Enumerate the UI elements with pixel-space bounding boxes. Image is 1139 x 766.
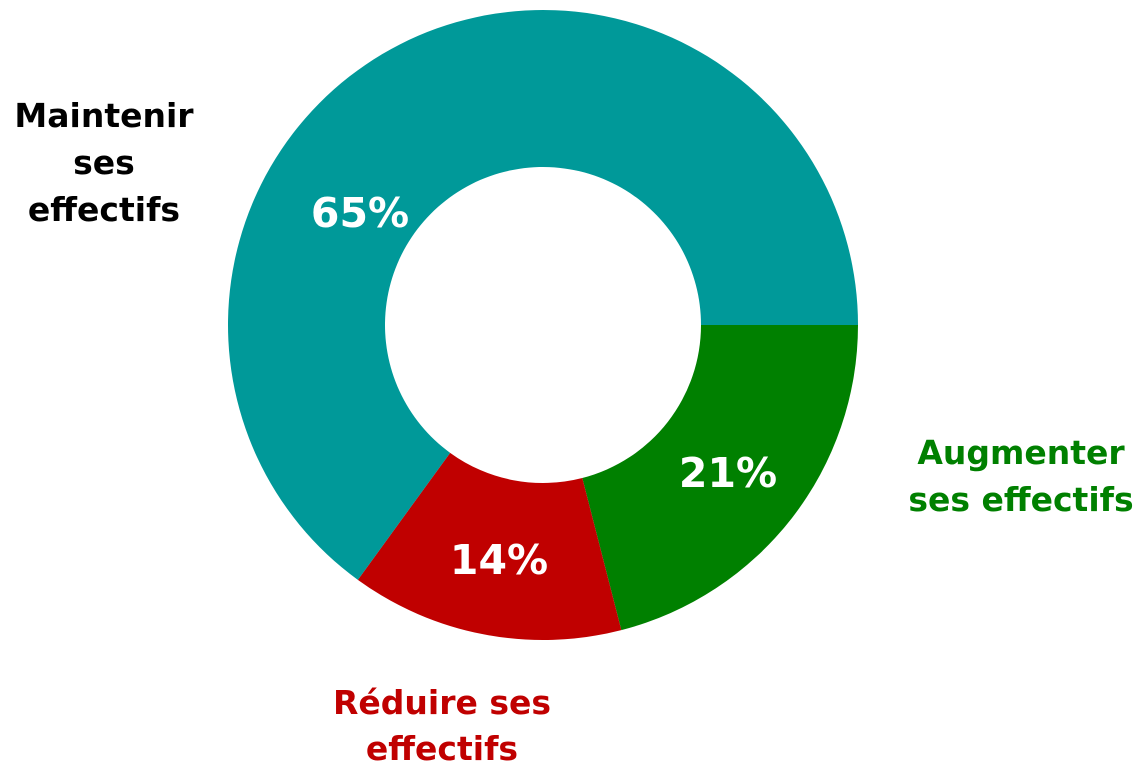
- category-label-line: Augmenter: [917, 433, 1125, 472]
- slice-augmenter: [582, 325, 858, 631]
- slice-value-label-augmenter: 21%: [679, 449, 777, 497]
- category-label-line: Réduire ses: [333, 683, 551, 722]
- category-label-line: ses effectifs: [908, 480, 1133, 519]
- slice-value-label-maintenir: 65%: [311, 189, 409, 237]
- category-label-reduire: Réduire ses effectifs: [333, 683, 551, 766]
- donut-slices: [227, 9, 859, 640]
- category-label-maintenir: Maintenir ses effectifs: [14, 96, 194, 229]
- category-label-line: ses: [73, 143, 135, 182]
- category-label-augmenter: Augmenter ses effectifs: [908, 433, 1133, 519]
- slice-reduire: [357, 452, 622, 640]
- category-label-line: effectifs: [366, 729, 518, 766]
- category-label-line: effectifs: [28, 190, 180, 229]
- slice-maintenir: [227, 9, 859, 580]
- slice-value-label-reduire: 14%: [450, 536, 548, 584]
- category-label-line: Maintenir: [14, 96, 194, 135]
